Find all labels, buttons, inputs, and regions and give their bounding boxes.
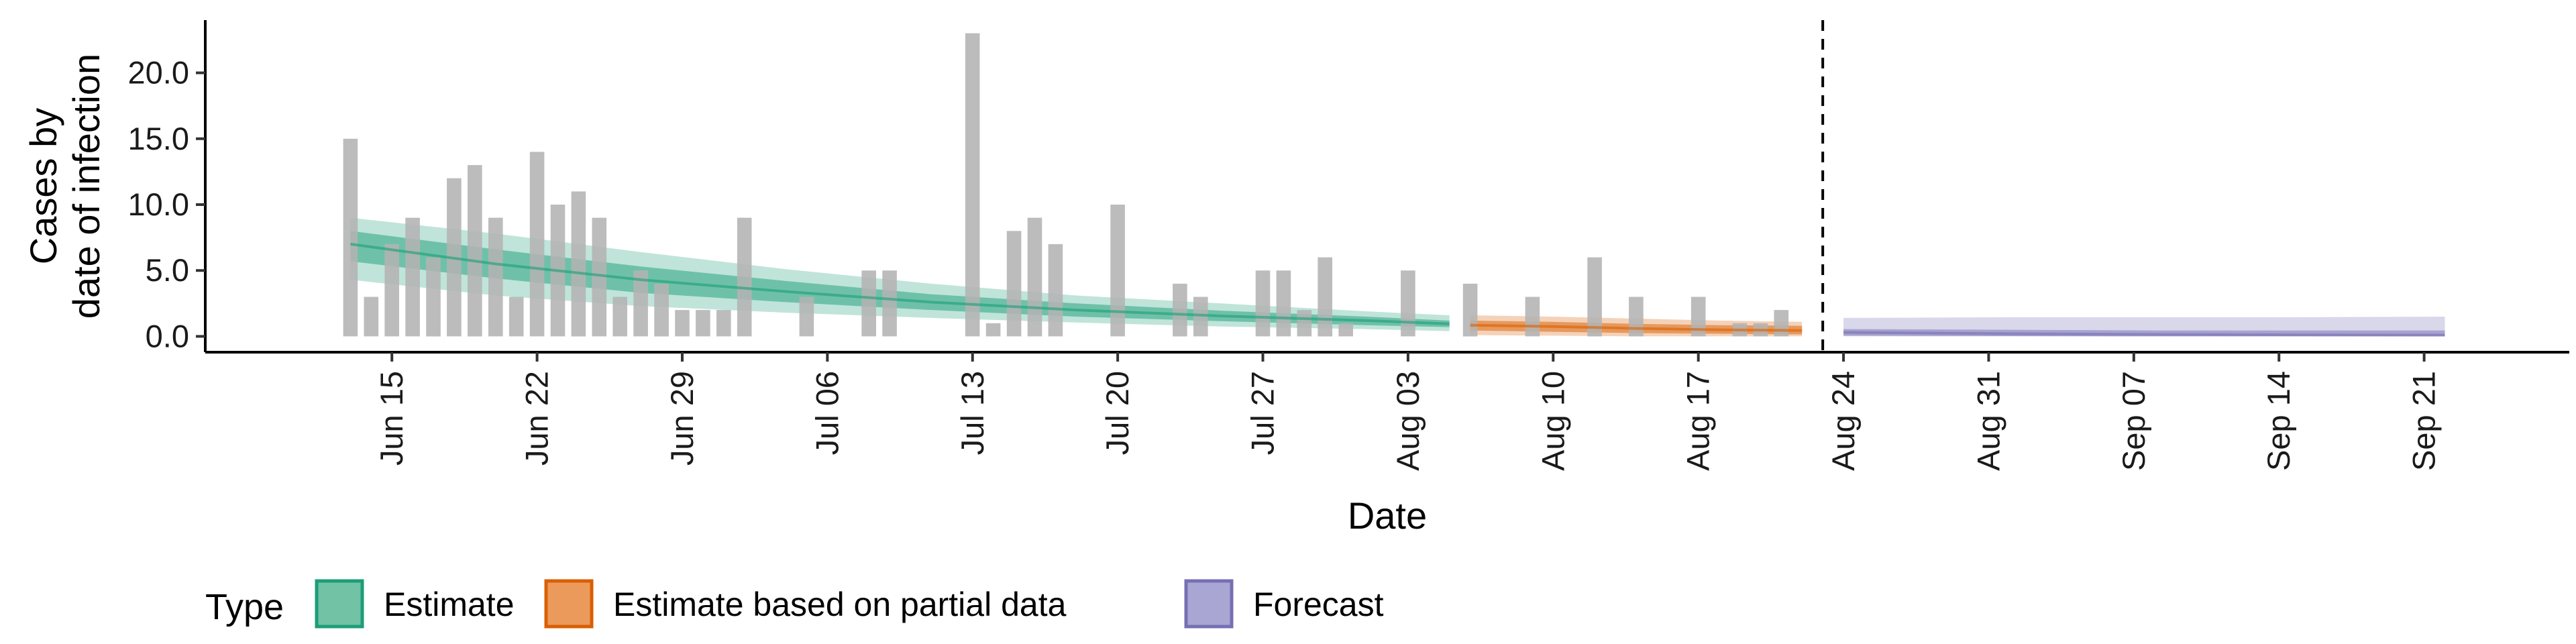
- x-axis-ticks: Jun 15 Jun 22 Jun 29 Jul 06 Jul 13 Jul 20 Jul …: [374, 352, 2442, 471]
- bar-2020-07-28: [1276, 270, 1291, 337]
- y-tick-label: 5.0: [146, 252, 189, 288]
- ribbon-50-0: [350, 231, 1450, 327]
- median-line-2: [1843, 331, 2445, 337]
- bar-2020-08-09: [1525, 297, 1540, 337]
- x-tick-label: Aug 17: [1680, 371, 1716, 471]
- legend-key-2: [1184, 579, 1234, 629]
- bar-2020-06-28: [654, 283, 669, 337]
- y-tick-label: 0.0: [146, 318, 189, 354]
- x-tick-label: Jun 15: [374, 371, 409, 466]
- axes: [204, 20, 2569, 354]
- bar-2020-07-13: [965, 33, 980, 337]
- legend-items: Estimate Estimate based on partial data Fo…: [315, 579, 1384, 629]
- x-tick-label: Sep 07: [2116, 371, 2151, 471]
- legend-title: Type: [205, 587, 284, 627]
- bar-2020-06-13: [343, 138, 358, 337]
- bar-2020-07-31: [1338, 323, 1353, 337]
- bar-2020-08-17: [1690, 297, 1706, 337]
- bar-2020-06-17: [426, 257, 441, 337]
- legend-label-0: Estimate: [384, 586, 515, 623]
- legend: Type Estimate Estimate based on partial d…: [205, 579, 1384, 629]
- bar-2020-07-14: [985, 323, 1001, 337]
- bar-2020-07-02: [737, 217, 752, 337]
- bar-2020-07-27: [1255, 270, 1271, 337]
- legend-key-1: [544, 579, 594, 629]
- x-axis-title: Date: [1348, 494, 1427, 537]
- bar-2020-06-16: [405, 217, 420, 337]
- x-tick-label: Jul 13: [955, 371, 990, 455]
- bar-2020-07-09: [882, 270, 897, 337]
- x-tick-label: Sep 14: [2261, 371, 2296, 471]
- bar-2020-07-29: [1297, 310, 1312, 337]
- bar-layer: [343, 33, 1789, 337]
- bar-2020-08-21: [1774, 310, 1789, 337]
- bar-2020-07-30: [1318, 257, 1332, 337]
- bar-2020-07-05: [799, 297, 814, 337]
- bar-2020-07-15: [1006, 231, 1022, 337]
- y-axis-title: Cases by date of infection: [22, 54, 107, 319]
- bar-2020-07-23: [1173, 283, 1187, 337]
- bar-2020-08-03: [1401, 270, 1415, 337]
- x-tick-label: Aug 10: [1535, 371, 1570, 471]
- y-tick-label: 15.0: [128, 121, 189, 156]
- bar-2020-07-08: [861, 270, 876, 337]
- bar-2020-06-20: [488, 217, 503, 337]
- legend-label-1: Estimate based on partial data: [613, 586, 1067, 623]
- bar-2020-08-14: [1629, 297, 1644, 337]
- y-axis-title-line-1: Cases by: [22, 108, 64, 264]
- bar-2020-06-27: [633, 270, 648, 337]
- median-line-0: [350, 242, 1450, 325]
- y-axis-title-line-2: date of infection: [65, 54, 107, 319]
- bar-2020-08-12: [1587, 257, 1602, 337]
- y-tick-label: 20.0: [128, 55, 189, 91]
- bar-2020-07-01: [716, 310, 731, 337]
- median-line-layer: [350, 242, 2445, 337]
- x-tick-label: Aug 03: [1390, 371, 1426, 471]
- x-tick-label: Jun 22: [519, 371, 555, 466]
- x-tick-label: Aug 24: [1825, 371, 1861, 471]
- legend-key-0: [315, 579, 364, 629]
- x-tick-label: Jul 27: [1245, 371, 1281, 455]
- y-axis-ticks: 0.0 5.0 10.0 15.0 20.0: [128, 55, 205, 354]
- x-tick-label: Aug 31: [1970, 371, 2006, 471]
- bar-2020-08-06: [1462, 283, 1478, 337]
- bar-2020-06-26: [612, 297, 627, 337]
- bar-2020-06-24: [571, 191, 586, 337]
- x-tick-label: Jul 06: [809, 371, 845, 455]
- x-tick-label: Jul 20: [1099, 371, 1135, 455]
- bar-2020-06-14: [364, 297, 379, 337]
- bar-2020-07-16: [1027, 217, 1042, 337]
- median-line-1: [1470, 323, 1803, 332]
- legend-label-2: Forecast: [1253, 586, 1384, 623]
- bar-2020-06-30: [696, 310, 710, 337]
- x-tick-label: Sep 21: [2406, 371, 2442, 471]
- bar-2020-07-17: [1048, 244, 1063, 337]
- bar-2020-07-24: [1193, 297, 1208, 337]
- bar-2020-06-29: [675, 310, 690, 337]
- bar-2020-06-25: [592, 217, 607, 337]
- x-tick-label: Jun 29: [664, 371, 700, 466]
- bar-2020-06-15: [384, 244, 399, 337]
- bar-2020-06-21: [508, 297, 524, 337]
- bar-2020-06-19: [468, 165, 482, 337]
- y-tick-label: 10.0: [128, 186, 189, 222]
- bar-2020-06-22: [529, 152, 545, 337]
- bar-2020-07-20: [1110, 205, 1125, 337]
